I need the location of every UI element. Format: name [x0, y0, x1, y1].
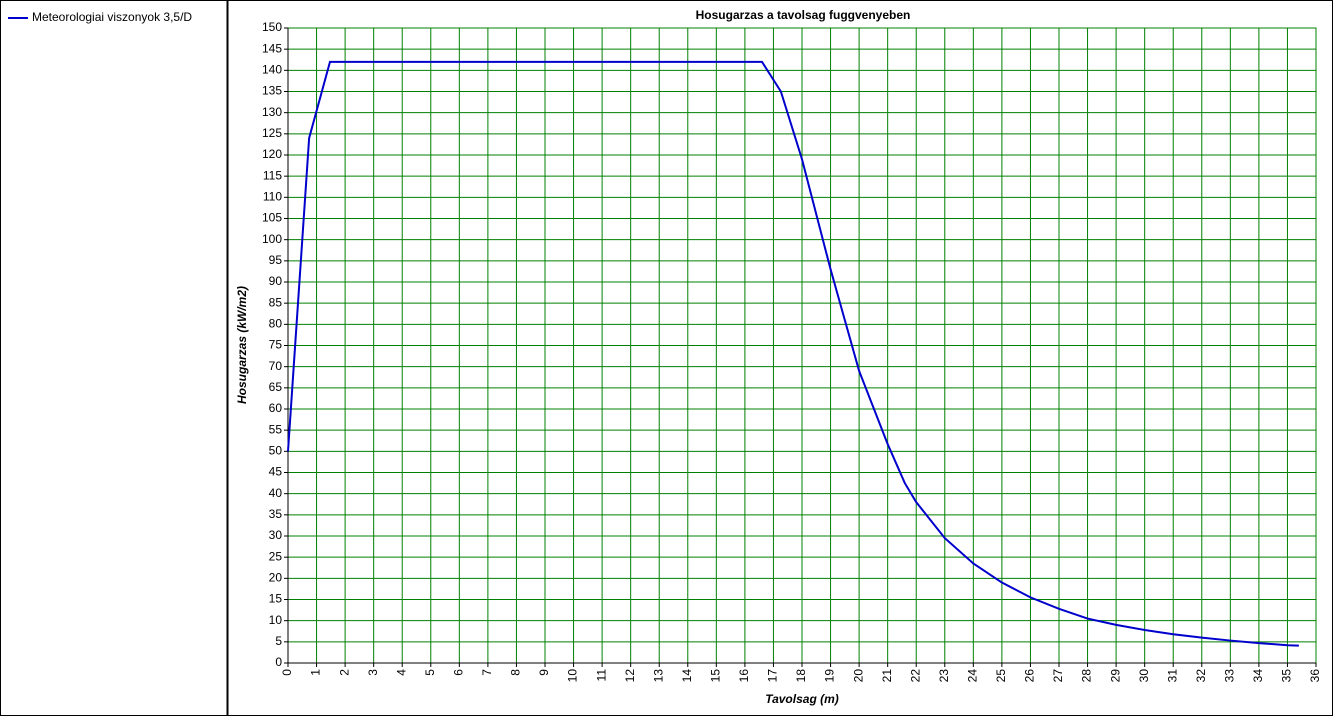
x-tick-label: 10: [566, 669, 580, 683]
chart-title: Hosugarzas a tavolsag fuggvenyeben: [696, 8, 911, 22]
x-tick-label: 1: [309, 669, 323, 676]
x-axis-label: Tavolsag (m): [765, 692, 839, 706]
y-tick-label: 70: [269, 359, 283, 373]
y-tick-label: 25: [269, 549, 283, 563]
x-tick-label: 36: [1308, 669, 1322, 683]
x-tick-label: 20: [851, 669, 865, 683]
y-tick-label: 110: [263, 190, 282, 204]
y-tick-label: 0: [275, 655, 282, 669]
y-tick-label: 100: [262, 232, 282, 246]
x-tick-label: 18: [794, 669, 808, 683]
x-tick-label: 27: [1051, 669, 1065, 683]
x-tick-label: 11: [594, 669, 608, 682]
y-axis-label: Hosugarzas (kW/m2): [235, 286, 249, 404]
x-tick-label: 25: [994, 669, 1008, 683]
x-tick-label: 5: [423, 669, 437, 676]
y-tick-label: 60: [269, 401, 283, 415]
x-tick-label: 30: [1137, 669, 1151, 683]
x-tick-label: 23: [937, 669, 951, 683]
x-tick-label: 16: [737, 669, 751, 683]
x-tick-label: 24: [966, 669, 980, 683]
x-tick-label: 33: [1223, 669, 1237, 683]
y-tick-label: 115: [263, 168, 282, 182]
y-tick-label: 130: [262, 105, 282, 119]
y-tick-label: 20: [269, 571, 283, 585]
x-tick-label: 17: [766, 669, 780, 683]
y-tick-label: 55: [269, 422, 283, 436]
y-tick-label: 5: [275, 634, 282, 648]
y-tick-label: 135: [262, 84, 282, 98]
y-tick-label: 75: [269, 338, 283, 352]
y-tick-label: 125: [262, 126, 282, 140]
y-tick-label: 40: [269, 486, 283, 500]
y-tick-label: 30: [269, 528, 283, 542]
y-tick-label: 10: [269, 613, 283, 627]
x-tick-label: 31: [1165, 669, 1179, 683]
y-tick-label: 65: [269, 380, 283, 394]
x-tick-label: 7: [480, 669, 494, 676]
x-tick-label: 15: [709, 669, 723, 683]
x-tick-label: 28: [1080, 669, 1094, 683]
x-tick-label: 4: [394, 669, 408, 676]
x-tick-label: 0: [280, 669, 294, 676]
y-tick-label: 35: [269, 507, 283, 521]
y-tick-label: 105: [262, 211, 282, 225]
x-tick-label: 12: [623, 669, 637, 683]
y-tick-label: 140: [262, 63, 282, 77]
y-tick-label: 85: [269, 295, 283, 309]
x-tick-label: 13: [651, 669, 665, 683]
x-tick-label: 34: [1251, 669, 1265, 683]
y-tick-label: 90: [269, 274, 283, 288]
x-tick-label: 22: [908, 669, 922, 683]
x-tick-label: 2: [337, 669, 351, 676]
legend-label: Meteorologiai viszonyok 3,5/D: [32, 10, 192, 24]
y-tick-label: 15: [269, 592, 283, 606]
x-tick-label: 21: [880, 669, 894, 683]
y-tick-label: 45: [269, 465, 283, 479]
x-tick-label: 19: [823, 669, 837, 683]
x-tick-label: 9: [537, 669, 551, 676]
y-tick-label: 95: [269, 253, 283, 267]
x-tick-label: 8: [509, 669, 523, 676]
y-tick-label: 80: [269, 317, 283, 331]
y-tick-label: 150: [262, 20, 282, 34]
x-tick-label: 14: [680, 669, 694, 683]
x-tick-label: 3: [366, 669, 380, 676]
x-tick-label: 29: [1108, 669, 1122, 683]
x-tick-label: 32: [1194, 669, 1208, 683]
x-tick-label: 6: [452, 669, 466, 676]
data-line: [287, 60, 1299, 647]
y-tick-label: 145: [262, 41, 282, 55]
x-tick-label: 35: [1280, 669, 1294, 683]
x-tick-label: 26: [1023, 669, 1037, 683]
y-tick-label: 120: [262, 147, 282, 161]
y-tick-label: 50: [269, 444, 283, 458]
